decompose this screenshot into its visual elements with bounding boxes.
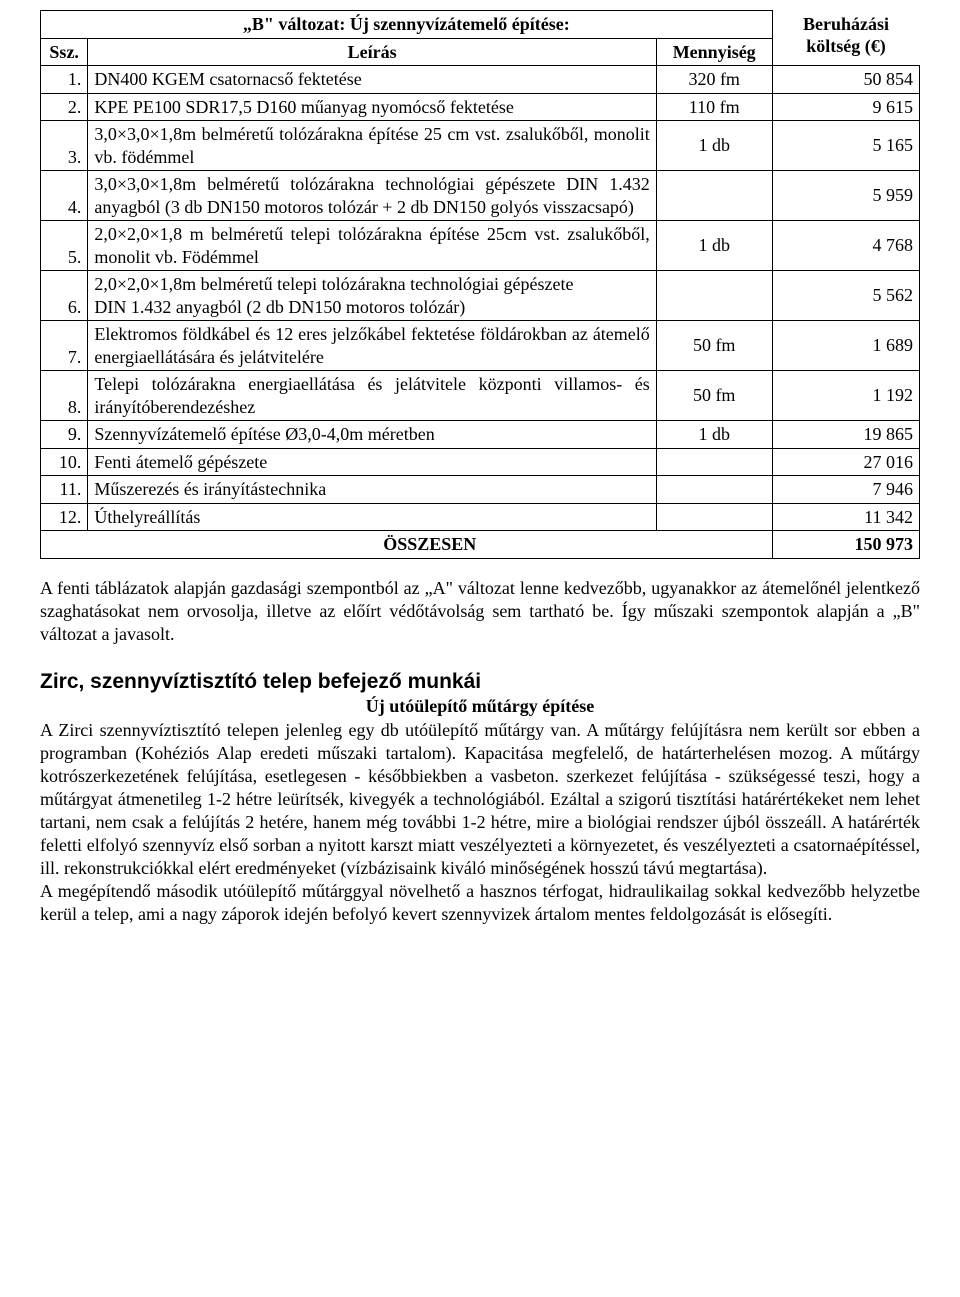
row-cost: 19 865 (772, 421, 919, 449)
table-row: 5.2,0×2,0×1,8 m belméretű telepi tolózár… (41, 221, 920, 271)
table-row: 9.Szennyvízátemelő építése Ø3,0-4,0m mér… (41, 421, 920, 449)
row-qty: 1 db (656, 121, 772, 171)
table-row: 11.Műszerezés és irányítástechnika 7 946 (41, 476, 920, 504)
table-row: 3.3,0×3,0×1,8m belméretű tolózárakna épí… (41, 121, 920, 171)
cost-table: „B" változat: Új szennyvízátemelő építés… (40, 10, 920, 559)
row-qty (656, 171, 772, 221)
sum-value: 150 973 (772, 531, 919, 559)
row-desc: Elektromos földkábel és 12 eres jelzőkáb… (88, 321, 656, 371)
sum-label: ÖSSZESEN (88, 531, 772, 559)
row-cost: 1 689 (772, 321, 919, 371)
table-row: 7.Elektromos földkábel és 12 eres jelzők… (41, 321, 920, 371)
subheading: Új utóülepítő műtárgy építése (40, 696, 920, 717)
row-cost: 5 165 (772, 121, 919, 171)
row-cost: 27 016 (772, 448, 919, 476)
row-number: 7. (41, 321, 88, 371)
row-cost: 11 342 (772, 503, 919, 531)
row-number: 9. (41, 421, 88, 449)
col-header-cost: Beruházási költség (€) (772, 11, 919, 66)
row-number: 8. (41, 371, 88, 421)
row-desc: Úthelyreállítás (88, 503, 656, 531)
row-qty (656, 503, 772, 531)
paragraph-2: A Zirci szennyvíztisztító telepen jelenl… (40, 719, 920, 880)
paragraph-3: A megépítendő második utóülepítő műtárgg… (40, 880, 920, 926)
row-cost: 5 959 (772, 171, 919, 221)
row-cost: 7 946 (772, 476, 919, 504)
row-number: 6. (41, 271, 88, 321)
row-desc: Telepi tolózárakna energiaellátása és je… (88, 371, 656, 421)
row-cost: 9 615 (772, 93, 919, 121)
row-desc: 2,0×2,0×1,8m belméretű telepi tolózárakn… (88, 271, 656, 321)
row-desc: 2,0×2,0×1,8 m belméretű telepi tolózárak… (88, 221, 656, 271)
row-number: 10. (41, 448, 88, 476)
row-number: 2. (41, 93, 88, 121)
row-number: 1. (41, 66, 88, 94)
table-title: „B" változat: Új szennyvízátemelő építés… (41, 11, 773, 39)
row-qty (656, 448, 772, 476)
row-number: 12. (41, 503, 88, 531)
col-header-ssz: Ssz. (41, 38, 88, 66)
col-header-desc: Leírás (88, 38, 656, 66)
table-row: 8.Telepi tolózárakna energiaellátása és … (41, 371, 920, 421)
row-cost: 1 192 (772, 371, 919, 421)
row-cost: 50 854 (772, 66, 919, 94)
table-row: 12.Úthelyreállítás 11 342 (41, 503, 920, 531)
row-desc: Fenti átemelő gépészete (88, 448, 656, 476)
paragraph-1: A fenti táblázatok alapján gazdasági sze… (40, 577, 920, 646)
row-number: 4. (41, 171, 88, 221)
row-desc: KPE PE100 SDR17,5 D160 műanyag nyomócső … (88, 93, 656, 121)
row-desc: 3,0×3,0×1,8m belméretű tolózárakna építé… (88, 121, 656, 171)
row-number: 5. (41, 221, 88, 271)
row-desc: 3,0×3,0×1,8m belméretű tolózárakna techn… (88, 171, 656, 221)
section-heading: Zirc, szennyvíztisztító telep befejező m… (40, 670, 920, 694)
row-qty: 1 db (656, 421, 772, 449)
row-qty (656, 271, 772, 321)
table-row: 4.3,0×3,0×1,8m belméretű tolózárakna tec… (41, 171, 920, 221)
col-header-qty: Mennyiség (656, 38, 772, 66)
row-desc: Szennyvízátemelő építése Ø3,0-4,0m méret… (88, 421, 656, 449)
table-row: 1.DN400 KGEM csatornacső fektetése320 fm… (41, 66, 920, 94)
table-row: 6.2,0×2,0×1,8m belméretű telepi tolózára… (41, 271, 920, 321)
row-qty (656, 476, 772, 504)
row-qty: 110 fm (656, 93, 772, 121)
row-qty: 50 fm (656, 371, 772, 421)
table-row: 2.KPE PE100 SDR17,5 D160 műanyag nyomócs… (41, 93, 920, 121)
row-qty: 320 fm (656, 66, 772, 94)
row-number: 3. (41, 121, 88, 171)
row-desc: Műszerezés és irányítástechnika (88, 476, 656, 504)
table-row: 10.Fenti átemelő gépészete 27 016 (41, 448, 920, 476)
row-cost: 4 768 (772, 221, 919, 271)
row-desc: DN400 KGEM csatornacső fektetése (88, 66, 656, 94)
row-qty: 1 db (656, 221, 772, 271)
row-qty: 50 fm (656, 321, 772, 371)
row-cost: 5 562 (772, 271, 919, 321)
row-number: 11. (41, 476, 88, 504)
